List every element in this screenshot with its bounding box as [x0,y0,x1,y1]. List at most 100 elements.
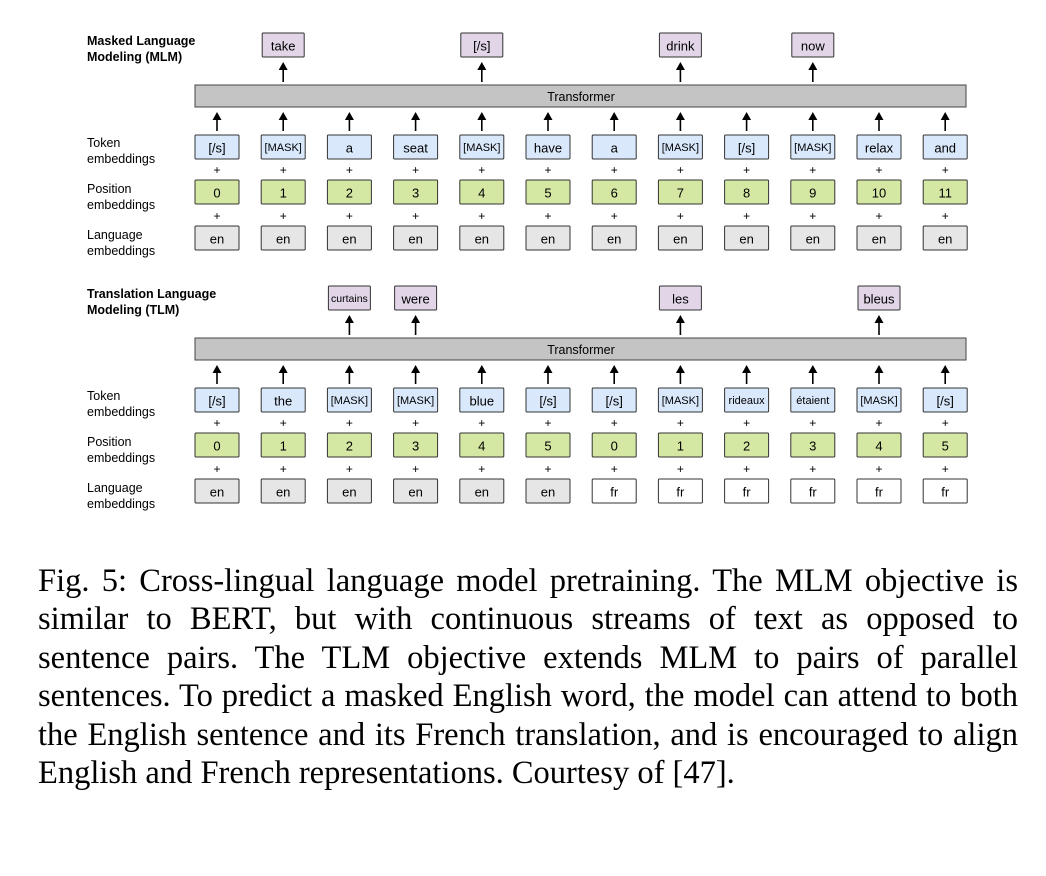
tlm-plus-token-position-8: + [743,416,750,430]
mlm-position-cell-6 [591,179,637,205]
tlm-plus-token-position-4: + [478,416,485,430]
mlm-plus-position-language-9: + [809,209,816,223]
tlm-plus-token-position-2: + [346,416,353,430]
mlm-language-cell-4-label: en [475,232,489,247]
tlm-title-line2: Modeling (TLM) [87,303,179,317]
tlm-position-cell-5 [525,432,571,458]
mlm-plus-token-position-10: + [875,163,882,177]
tlm-position-cell-3 [393,432,439,458]
mlm-prediction-2 [658,32,702,58]
mlm-plus-position-language-7: + [677,209,684,223]
mlm-input-arrow-9 [808,112,818,131]
mlm-position-cell-5-label: 5 [544,186,551,201]
mlm-token-cell-9 [790,134,836,160]
tlm-language-cell-8 [724,478,770,504]
mlm-input-arrow-7 [675,112,685,131]
mlm-position-row-label-line2: embeddings [87,198,155,212]
tlm-token-cell-10-label: [MASK] [860,395,897,407]
mlm-language-row-label-line1: Language [87,228,143,242]
tlm-token-cell-6-label: [/s] [606,394,623,409]
tlm-input-arrow-7 [675,365,685,384]
tlm-token-cell-1 [260,387,306,413]
tlm-position-cell-4-label: 4 [478,439,485,454]
tlm-position-cell-0 [194,432,240,458]
tlm-plus-position-language-1: + [280,462,287,476]
mlm-position-cell-6-label: 6 [611,186,618,201]
mlm-position-cell-2-label: 2 [346,186,353,201]
mlm-position-cell-1 [260,179,306,205]
mlm-plus-token-position-1: + [280,163,287,177]
tlm-plus-token-position-0: + [213,416,220,430]
tlm-position-cell-8 [724,432,770,458]
tlm-token-cell-6 [591,387,637,413]
tlm-language-cell-10 [856,478,902,504]
tlm-plus-token-position-6: + [611,416,618,430]
mlm-plus-token-position-0: + [213,163,220,177]
tlm-language-row-label-line2: embeddings [87,497,155,511]
tlm-position-cell-11 [922,432,968,458]
mlm-language-cell-7 [657,225,703,251]
tlm-language-cell-9 [790,478,836,504]
mlm-token-cell-11 [922,134,968,160]
mlm-token-cell-4-label: [MASK] [463,142,500,154]
mlm-language-cell-0 [194,225,240,251]
mlm-position-cell-11 [922,179,968,205]
mlm-token-row-label-line1: Token [87,136,120,150]
xlm-pretraining-diagram: Masked Language Modeling (MLM) take [/s] dri… [87,32,968,511]
tlm-plus-token-position-3: + [412,416,419,430]
mlm-token-cell-2 [326,134,372,160]
tlm-language-cell-7-label: fr [676,485,685,500]
mlm-language-cell-3 [393,225,439,251]
mlm-position-cell-9-label: 9 [809,186,816,201]
tlm-position-row-label-line1: Position [87,435,132,449]
mlm-plus-token-position-11: + [942,163,949,177]
mlm-prediction-2-label: drink [666,39,695,54]
tlm-token-cell-10 [856,387,902,413]
tlm-plus-position-language-5: + [544,462,551,476]
mlm-plus-position-language-3: + [412,209,419,223]
mlm-position-cell-8-label: 8 [743,186,750,201]
tlm-position-row-label-line2: embeddings [87,451,155,465]
tlm-language-cell-6 [591,478,637,504]
mlm-plus-token-position-5: + [544,163,551,177]
tlm-token-cell-5 [525,387,571,413]
tlm-plus-position-language-2: + [346,462,353,476]
tlm-language-cell-7 [657,478,703,504]
tlm-prediction-arrow-2 [675,315,685,335]
tlm-language-cell-4 [459,478,505,504]
mlm-token-cell-8-label: [/s] [738,141,755,156]
mlm-token-cell-8 [724,134,770,160]
mlm-language-cell-1-label: en [276,232,290,247]
mlm-language-cell-11 [922,225,968,251]
tlm-token-cell-8 [724,387,770,413]
tlm-position-cell-9-label: 3 [809,439,816,454]
tlm-position-cell-8-label: 2 [743,439,750,454]
mlm-position-cell-4 [459,179,505,205]
tlm-token-cell-2 [326,387,372,413]
tlm-input-arrow-2 [344,365,354,384]
mlm-language-cell-10-label: en [872,232,886,247]
mlm-transformer-label: Transformer [547,90,615,104]
tlm-position-cell-4 [459,432,505,458]
tlm-token-cell-7-label: [MASK] [662,395,699,407]
tlm-token-cell-3-label: [MASK] [397,395,434,407]
mlm-title-line2: Modeling (MLM) [87,50,182,64]
tlm-language-cell-10-label: fr [875,485,884,500]
tlm-plus-position-language-10: + [875,462,882,476]
mlm-input-arrow-11 [940,112,950,131]
tlm-position-cell-5-label: 5 [544,439,551,454]
tlm-plus-position-language-7: + [677,462,684,476]
mlm-language-cell-2-label: en [342,232,356,247]
mlm-language-cell-8-label: en [739,232,753,247]
mlm-plus-token-position-2: + [346,163,353,177]
tlm-plus-token-position-1: + [280,416,287,430]
mlm-plus-token-position-6: + [611,163,618,177]
tlm-prediction-3-label: bleus [863,292,895,307]
mlm-input-arrow-2 [344,112,354,131]
tlm-token-row-label-line1: Token [87,389,120,403]
tlm-token-row-label-line2: embeddings [87,405,155,419]
mlm-position-row-label-line1: Position [87,182,132,196]
tlm-position-cell-11-label: 5 [942,439,949,454]
tlm-position-cell-0-label: 0 [213,439,220,454]
tlm-input-arrow-0 [212,365,222,384]
